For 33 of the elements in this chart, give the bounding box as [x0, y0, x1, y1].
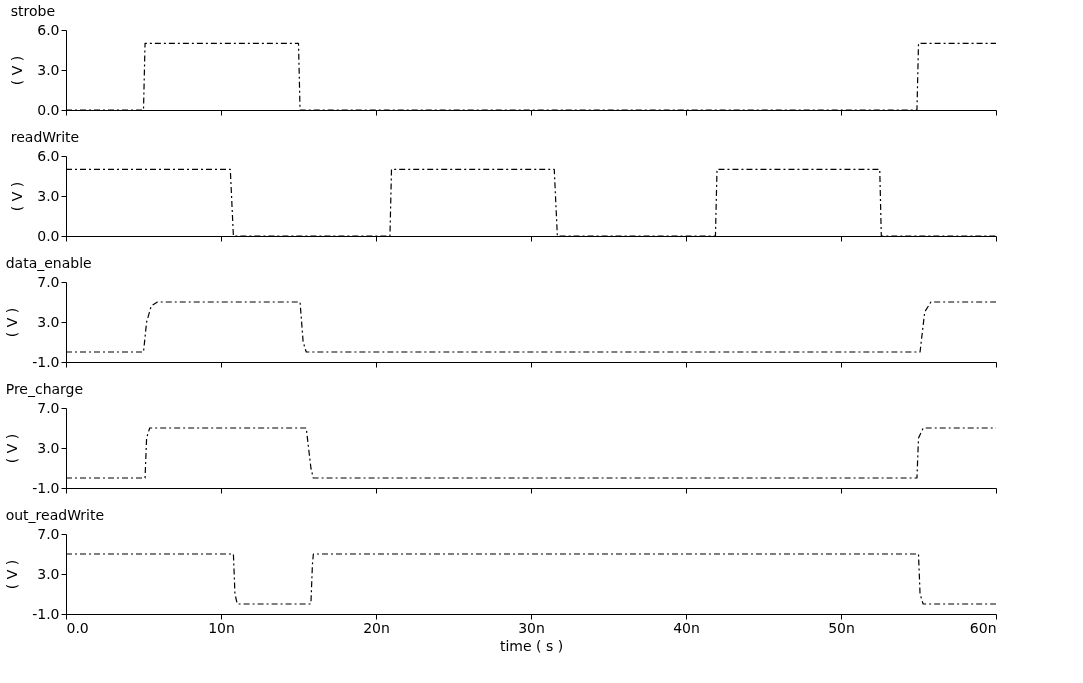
- y-tick-label: 0.0: [37, 227, 60, 244]
- x-tick-label: 10n: [208, 619, 235, 636]
- text: out_readWrite: [5, 507, 105, 523]
- y-tick-label: 3.0: [37, 313, 60, 330]
- y-tick-label: -1.0: [32, 353, 60, 370]
- y-tick-label: 0.0: [37, 101, 60, 118]
- y-tick-label: 3.0: [37, 565, 60, 582]
- x-axis-title: time ( s ): [499, 637, 564, 654]
- text: strobe: [10, 3, 56, 19]
- y-tick-label: 3.0: [37, 61, 60, 78]
- x-tick-label: 50n: [828, 619, 855, 636]
- y-axis-title: ( V ): [9, 55, 26, 86]
- x-tick-label: 40n: [673, 619, 700, 636]
- y-tick-label: 3.0: [37, 187, 60, 204]
- x-tick-label: 0.0: [66, 619, 89, 636]
- y-tick-label: 6.0: [37, 147, 60, 164]
- y-tick-label: -1.0: [32, 479, 60, 496]
- y-tick-label: -1.0: [32, 605, 60, 622]
- y-axis-title: ( V ): [4, 559, 21, 590]
- y-tick-label: 3.0: [37, 439, 60, 456]
- y-tick-label: 7.0: [37, 273, 60, 290]
- y-axis-title: ( V ): [4, 433, 21, 464]
- y-tick-label: 6.0: [37, 21, 60, 38]
- text: data_enable: [5, 255, 92, 271]
- x-tick-label: 30n: [518, 619, 545, 636]
- text: Pre_charge: [5, 381, 84, 397]
- y-axis-title: ( V ): [4, 307, 21, 338]
- y-tick-label: 7.0: [37, 525, 60, 542]
- y-axis-title: ( V ): [9, 181, 26, 212]
- x-tick-label: 60n: [969, 619, 997, 636]
- x-tick-label: 20n: [363, 619, 390, 636]
- y-tick-label: 7.0: [37, 399, 60, 416]
- series-label: readWrite: [10, 129, 80, 145]
